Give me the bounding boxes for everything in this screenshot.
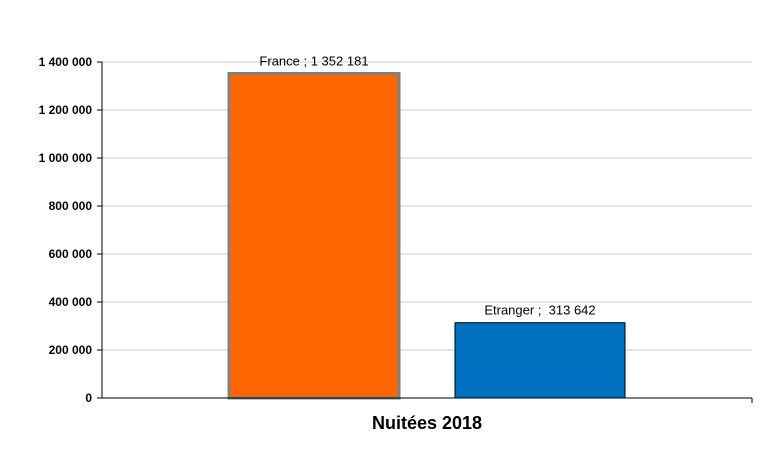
- y-tick-label: 800 000: [49, 199, 93, 213]
- bar-etranger: [454, 322, 626, 399]
- y-axis-ticks: 0 200 000 400 000 600 000 800 000 1 000 000 1 …: [39, 55, 102, 405]
- gridlines: [102, 61, 752, 351]
- data-labels: France ; 1 352 181 Etranger ; 313 642: [259, 53, 595, 317]
- y-tick-label: 0: [85, 391, 92, 405]
- y-tick-label: 400 000: [49, 295, 93, 309]
- y-tick-label: 1 200 000: [39, 103, 93, 117]
- x-axis-label: Nuitées 2018: [372, 413, 482, 433]
- y-tick-label: 200 000: [49, 343, 93, 357]
- y-tick-label: 600 000: [49, 247, 93, 261]
- y-tick-label: 1 000 000: [39, 151, 93, 165]
- data-label-etranger: Etranger ; 313 642: [484, 303, 595, 318]
- bars: [227, 71, 626, 400]
- bar-france: [227, 71, 401, 400]
- y-tick-label: 1 400 000: [39, 55, 93, 69]
- data-label-france: France ; 1 352 181: [259, 53, 368, 68]
